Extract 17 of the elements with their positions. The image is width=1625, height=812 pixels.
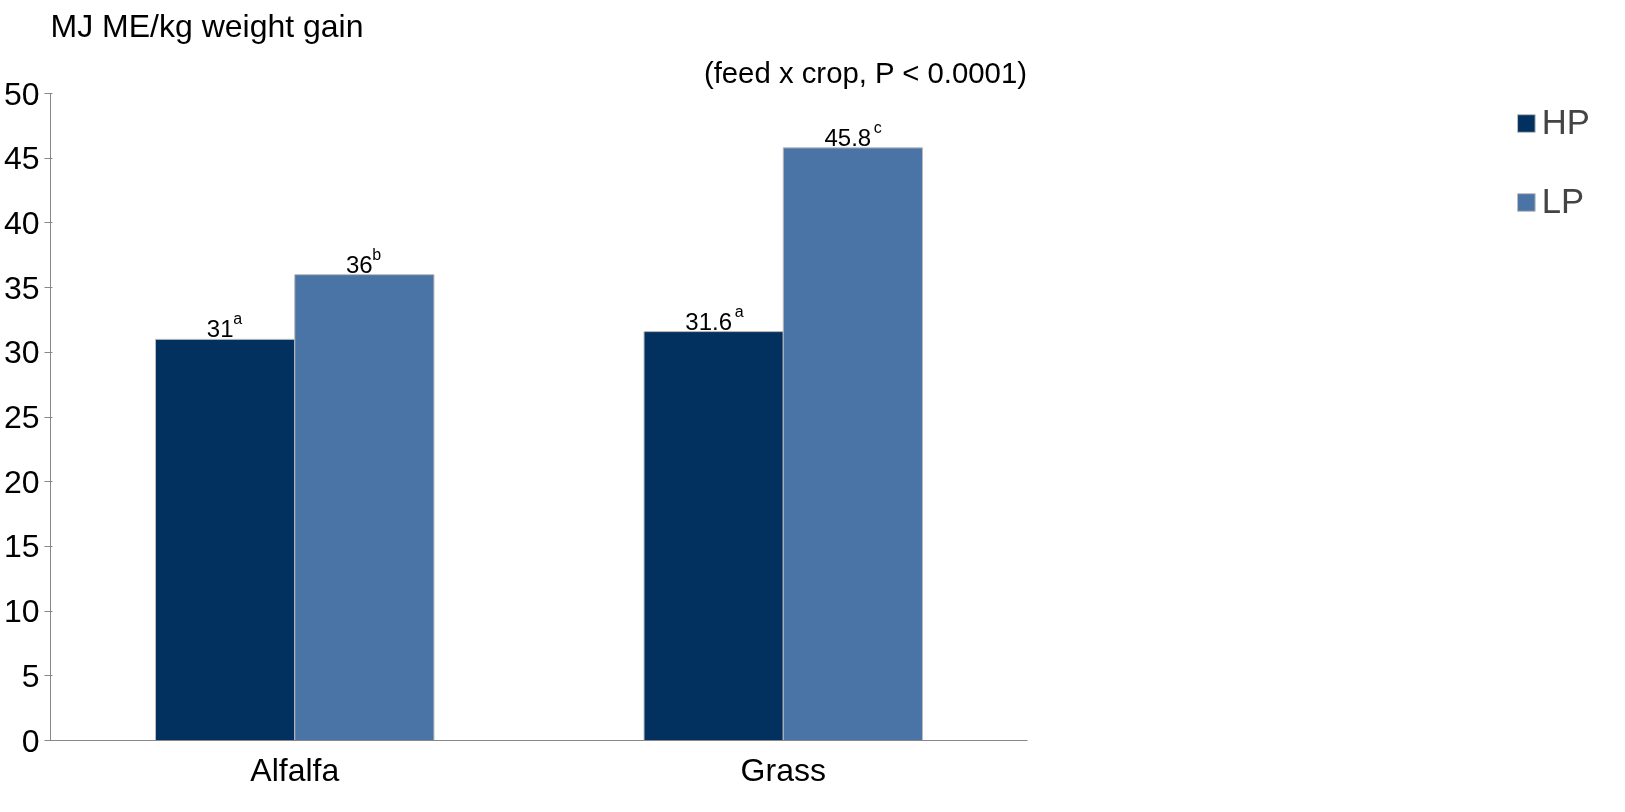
y-tick-label: 25 <box>3 399 40 435</box>
y-tick-label: 40 <box>3 204 40 241</box>
y-tick-label: 15 <box>3 528 40 565</box>
y-tick-label: 20 <box>3 463 40 500</box>
legend-label: LP <box>1541 182 1585 221</box>
y-tick-label: 35 <box>3 269 40 306</box>
y-tick-label: 45 <box>3 140 40 177</box>
y-tick-label: 0 <box>21 722 40 759</box>
y-tick-label: 30 <box>3 334 40 371</box>
y-tick-label: 50 <box>3 75 40 112</box>
y-tick-label: 10 <box>3 593 40 630</box>
text: (feed x crop, P < 0.0001) <box>703 55 1027 89</box>
legend-label: HP <box>1541 103 1590 142</box>
x-tick-label: Grass <box>740 751 826 788</box>
y-tick-label: 5 <box>21 657 40 694</box>
x-tick-label: Alfalfa <box>250 751 340 788</box>
y-axis-title: MJ ME/kg weight gain <box>50 7 364 44</box>
